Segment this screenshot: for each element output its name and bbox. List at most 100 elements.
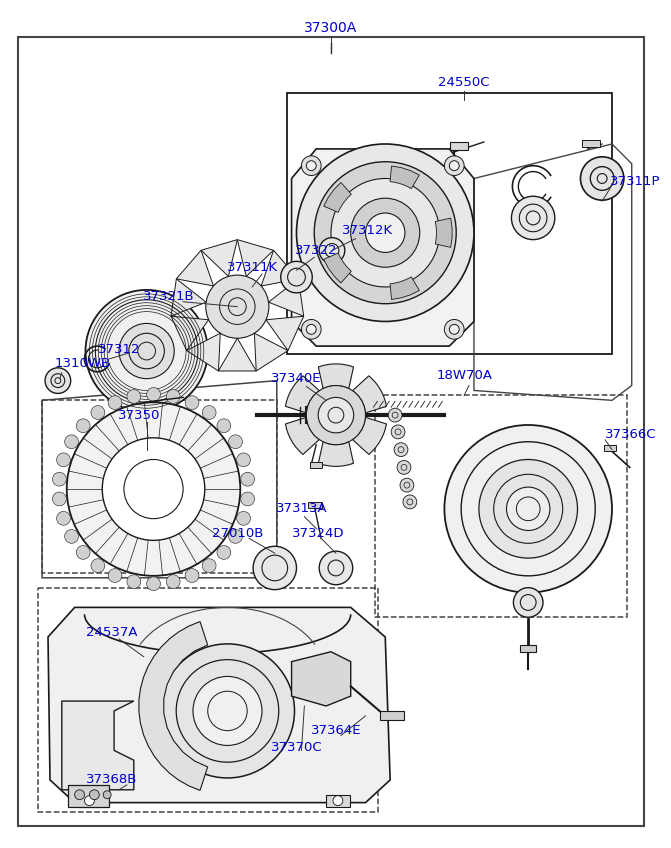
Text: 24550C: 24550C — [438, 76, 490, 89]
Polygon shape — [238, 240, 274, 276]
Circle shape — [91, 405, 105, 420]
Text: 37312: 37312 — [98, 343, 140, 355]
Bar — [310, 462, 322, 468]
Circle shape — [85, 290, 208, 412]
Circle shape — [102, 438, 205, 540]
Circle shape — [119, 323, 174, 379]
Circle shape — [319, 237, 345, 263]
Circle shape — [206, 275, 269, 338]
Circle shape — [217, 545, 231, 560]
Circle shape — [229, 529, 242, 544]
Polygon shape — [390, 166, 419, 188]
Polygon shape — [48, 607, 390, 802]
Circle shape — [318, 398, 354, 432]
Circle shape — [331, 178, 440, 287]
Bar — [38, 588, 378, 812]
Circle shape — [166, 575, 180, 589]
Bar — [582, 140, 600, 147]
Polygon shape — [323, 182, 352, 212]
Text: 37312K: 37312K — [342, 224, 393, 237]
Polygon shape — [187, 333, 220, 371]
Circle shape — [301, 156, 321, 176]
Circle shape — [297, 144, 474, 321]
Polygon shape — [171, 279, 206, 316]
Circle shape — [91, 559, 105, 572]
Bar — [375, 395, 627, 617]
Polygon shape — [261, 250, 299, 286]
Text: 24537A: 24537A — [87, 626, 138, 639]
Circle shape — [389, 408, 402, 422]
Polygon shape — [285, 376, 319, 413]
Circle shape — [229, 435, 242, 449]
Text: 37324D: 37324D — [292, 527, 344, 540]
Text: 37311K: 37311K — [227, 260, 278, 274]
Circle shape — [56, 453, 70, 466]
Circle shape — [479, 460, 578, 558]
Circle shape — [52, 472, 66, 486]
Circle shape — [108, 569, 122, 583]
Circle shape — [307, 161, 316, 170]
Circle shape — [127, 575, 141, 589]
Circle shape — [333, 795, 343, 806]
Bar — [450, 142, 468, 150]
Circle shape — [64, 435, 79, 449]
Polygon shape — [390, 276, 419, 299]
Circle shape — [314, 162, 456, 304]
Circle shape — [185, 396, 199, 410]
Polygon shape — [68, 785, 109, 806]
Polygon shape — [171, 316, 209, 350]
Circle shape — [66, 402, 240, 576]
Bar — [308, 502, 322, 508]
Circle shape — [450, 161, 459, 170]
Polygon shape — [318, 364, 354, 388]
Circle shape — [241, 492, 254, 506]
Text: 37300A: 37300A — [305, 20, 358, 35]
Polygon shape — [176, 250, 213, 286]
Text: 37340E: 37340E — [271, 372, 321, 385]
Circle shape — [103, 791, 111, 799]
Polygon shape — [201, 240, 238, 276]
Circle shape — [403, 495, 417, 509]
Circle shape — [202, 559, 216, 572]
Circle shape — [217, 419, 231, 432]
Circle shape — [147, 577, 160, 591]
Text: 27010B: 27010B — [211, 527, 263, 540]
Circle shape — [52, 492, 66, 506]
Polygon shape — [266, 316, 304, 350]
Polygon shape — [323, 253, 352, 283]
Circle shape — [513, 588, 543, 617]
Polygon shape — [268, 279, 304, 316]
Circle shape — [397, 460, 411, 474]
Bar — [520, 644, 536, 652]
Text: 37366C: 37366C — [605, 428, 657, 441]
Bar — [42, 400, 276, 573]
Circle shape — [351, 198, 420, 267]
Circle shape — [76, 545, 90, 560]
Text: 37350: 37350 — [117, 409, 160, 421]
Bar — [326, 795, 350, 806]
Circle shape — [301, 320, 321, 339]
Circle shape — [56, 511, 70, 525]
Circle shape — [307, 325, 316, 334]
Polygon shape — [254, 333, 288, 371]
Circle shape — [108, 396, 122, 410]
Circle shape — [307, 386, 366, 444]
Circle shape — [45, 368, 70, 393]
Circle shape — [391, 425, 405, 438]
Polygon shape — [352, 376, 386, 413]
Circle shape — [444, 320, 464, 339]
Circle shape — [253, 546, 297, 589]
Circle shape — [400, 478, 414, 492]
Circle shape — [147, 388, 160, 401]
Circle shape — [193, 677, 262, 745]
Text: 37364E: 37364E — [311, 724, 361, 737]
Polygon shape — [285, 417, 319, 455]
Circle shape — [237, 453, 250, 466]
Polygon shape — [435, 218, 452, 248]
Polygon shape — [292, 149, 474, 346]
Text: 1310WB: 1310WB — [55, 357, 111, 371]
Circle shape — [366, 213, 405, 253]
Text: 37321B: 37321B — [142, 290, 194, 304]
Circle shape — [89, 789, 99, 800]
Text: 37311P: 37311P — [610, 175, 660, 188]
